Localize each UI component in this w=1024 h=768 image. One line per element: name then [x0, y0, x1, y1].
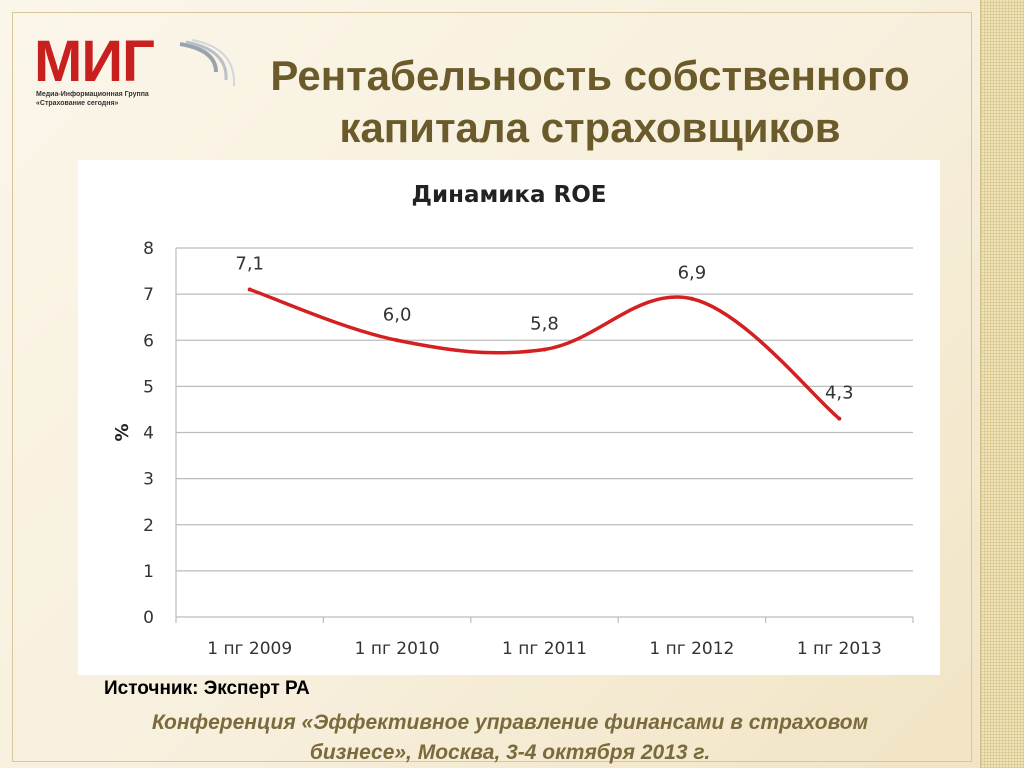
footer-line1: Конференция «Эффективное управление фина…: [151, 711, 869, 734]
roe-line-chart: 0 1 2 3 4 5 6 7 8 1 пг 2009 1 пг 2010 1 пг 2011 1 пг…: [112, 239, 914, 659]
data-label: 6,9: [678, 263, 707, 284]
x-tick-label: 1 пг 2013: [797, 639, 882, 659]
decorative-strip: [980, 0, 1024, 768]
logo-subtitle: Медиа-Информационная Группа «Страхование…: [36, 90, 149, 108]
y-tick-label: 7: [143, 285, 154, 305]
slide-frame: [12, 12, 972, 762]
data-label: 6,0: [383, 304, 412, 325]
y-tick-label: 5: [143, 377, 154, 397]
y-tick-label: 0: [143, 608, 154, 628]
x-tick-label: 1 пг 2009: [207, 639, 292, 659]
data-point: [542, 347, 547, 352]
y-tick-label: 4: [143, 424, 154, 444]
y-axis-label: %: [112, 423, 133, 441]
data-label: 4,3: [825, 383, 854, 404]
x-tick-label: 1 пг 2010: [355, 639, 440, 659]
conference-footer: Конференция «Эффективное управление фина…: [40, 708, 980, 768]
data-label: 7,1: [235, 254, 264, 275]
slide-title: Рентабельность собственного капитала стр…: [200, 50, 980, 154]
y-tick-label: 6: [143, 331, 154, 351]
y-tick-label: 2: [143, 516, 154, 536]
swoosh-icon: [179, 39, 236, 87]
chart-panel: Динамика ROE 0 1 2 3 4 5 6 7 8 1 пг 2009 1 пг 2010…: [78, 160, 940, 675]
data-point: [395, 338, 400, 343]
x-tick-label: 1 пг 2011: [502, 639, 587, 659]
x-tick-label: 1 пг 2012: [649, 639, 734, 659]
logo-subtitle-line1: Медиа-Информационная Группа: [36, 91, 149, 98]
data-point: [247, 287, 252, 292]
logo: МИГ Медиа-Информационная Группа «Страхов…: [34, 29, 236, 110]
logo-wordmark: МИГ: [34, 29, 155, 94]
y-tick-label: 1: [143, 562, 154, 582]
y-tick-label: 8: [143, 239, 154, 259]
logo-subtitle-line2: «Страхование сегодня»: [36, 100, 119, 107]
data-label: 5,8: [530, 313, 559, 334]
series-line: [247, 287, 842, 421]
y-tick-label: 3: [143, 470, 154, 490]
chart-title: Динамика ROE: [411, 182, 607, 208]
slide-title-line2: капитала страховщиков: [339, 104, 841, 151]
source-note: Источник: Эксперт РА: [104, 678, 310, 699]
slide-title-line1: Рентабельность собственного: [270, 52, 910, 99]
data-point: [837, 416, 842, 421]
data-point: [689, 296, 694, 301]
footer-line2: бизнесе», Москва, 3-4 октября 2013 г.: [309, 741, 711, 764]
